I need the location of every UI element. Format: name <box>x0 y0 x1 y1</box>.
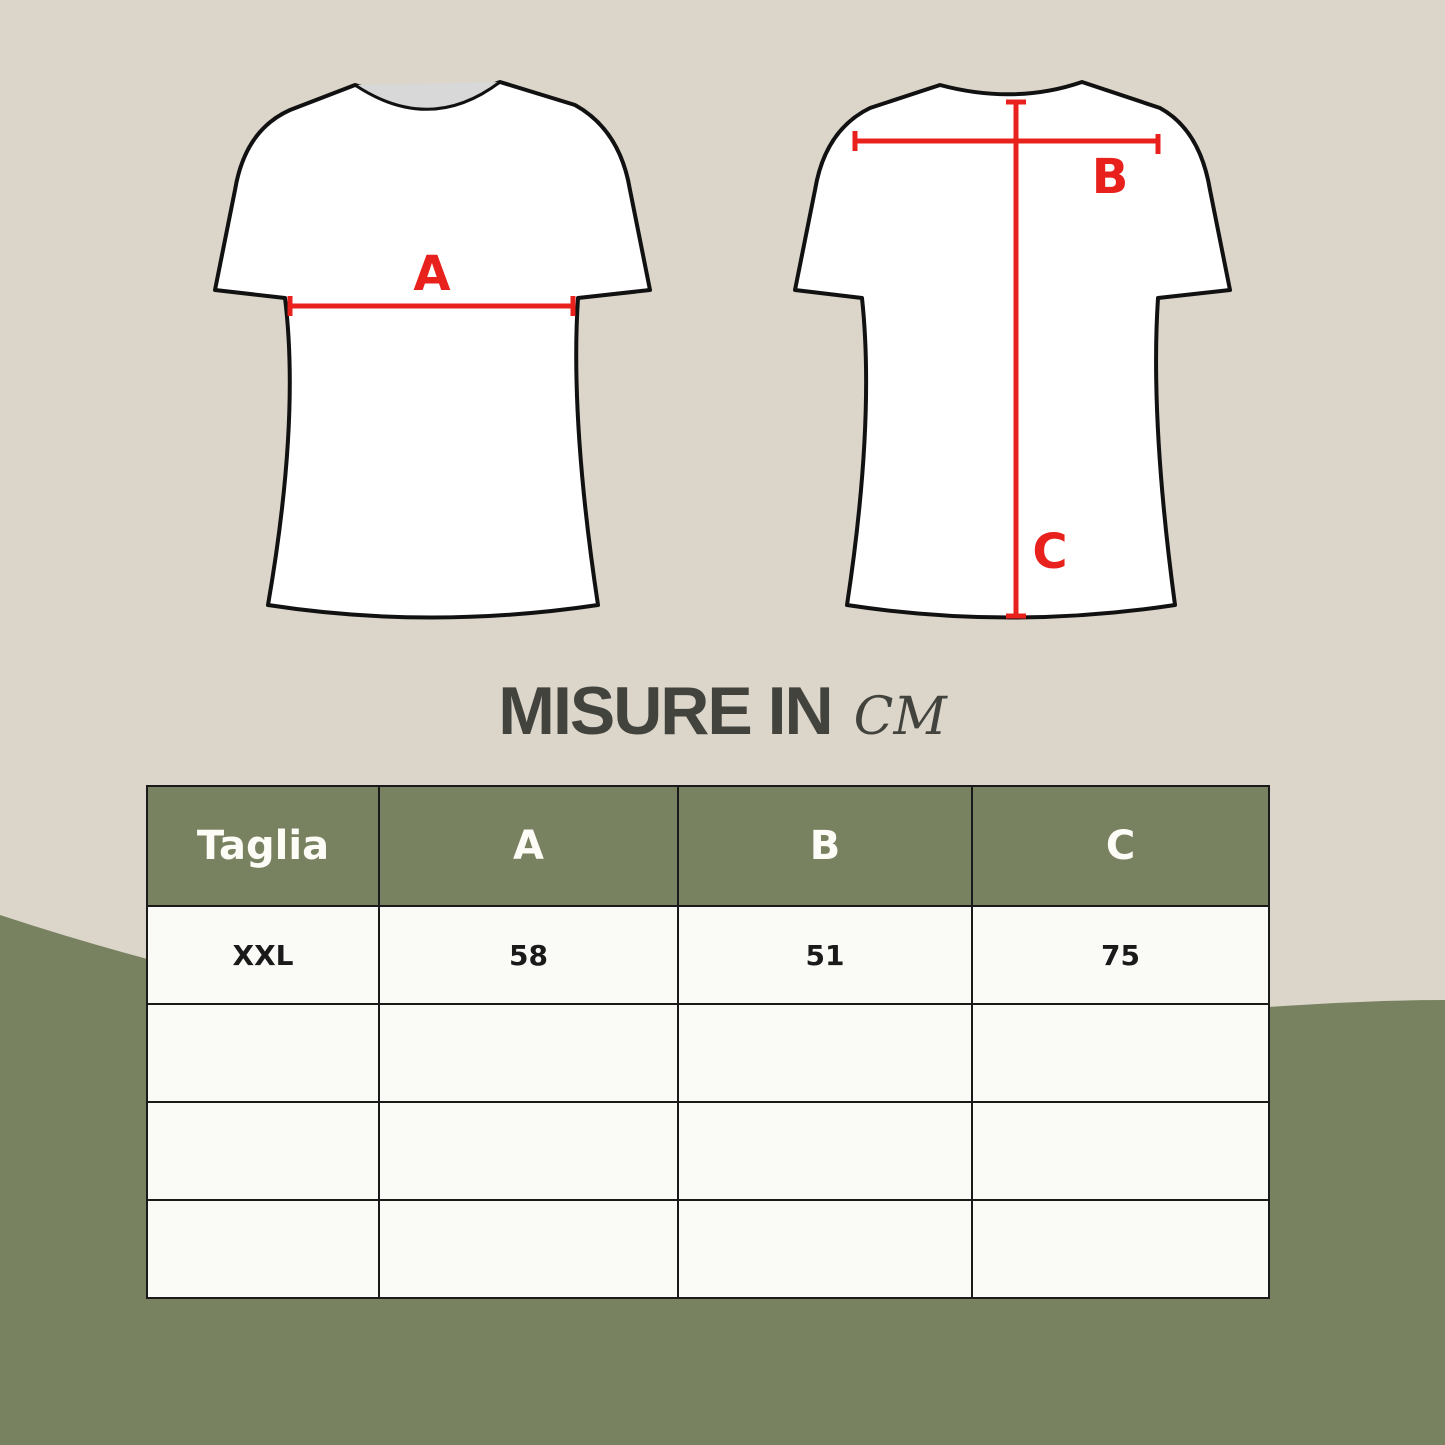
label-a: A <box>413 246 450 302</box>
cell: 51 <box>677 905 973 1005</box>
cell <box>677 1003 973 1103</box>
header-a: A <box>378 785 679 907</box>
cell <box>971 1003 1270 1103</box>
cell <box>146 1199 380 1299</box>
header-size: Taglia <box>146 785 380 907</box>
title-unit: CM <box>853 687 947 747</box>
page-title: MISURE IN CM <box>0 672 1445 750</box>
table-row <box>146 1199 1270 1299</box>
label-b: B <box>1092 149 1129 205</box>
cell <box>378 1199 679 1299</box>
cell <box>971 1101 1270 1201</box>
measure-lines <box>287 99 1161 619</box>
cell <box>677 1101 973 1201</box>
cell <box>378 1101 679 1201</box>
label-c: C <box>1032 524 1067 580</box>
back-tshirt <box>793 80 1232 620</box>
table-header: Taglia A B C <box>146 785 1270 907</box>
table-row: XXL 58 51 75 <box>146 905 1270 1005</box>
cell <box>378 1003 679 1103</box>
table-row <box>146 1101 1270 1201</box>
size-table: Taglia A B C XXL 58 51 75 <box>146 785 1270 1299</box>
cell <box>971 1199 1270 1299</box>
tshirt-diagrams: A B C <box>213 80 1232 620</box>
front-tshirt <box>213 80 652 620</box>
header-c: C <box>971 785 1270 907</box>
cell <box>677 1199 973 1299</box>
cell: 75 <box>971 905 1270 1005</box>
table-row <box>146 1003 1270 1103</box>
cell <box>146 1101 380 1201</box>
title-main: MISURE IN <box>498 673 833 749</box>
header-b: B <box>677 785 973 907</box>
cell <box>146 1003 380 1103</box>
cell: 58 <box>378 905 679 1005</box>
cell: XXL <box>146 905 380 1005</box>
